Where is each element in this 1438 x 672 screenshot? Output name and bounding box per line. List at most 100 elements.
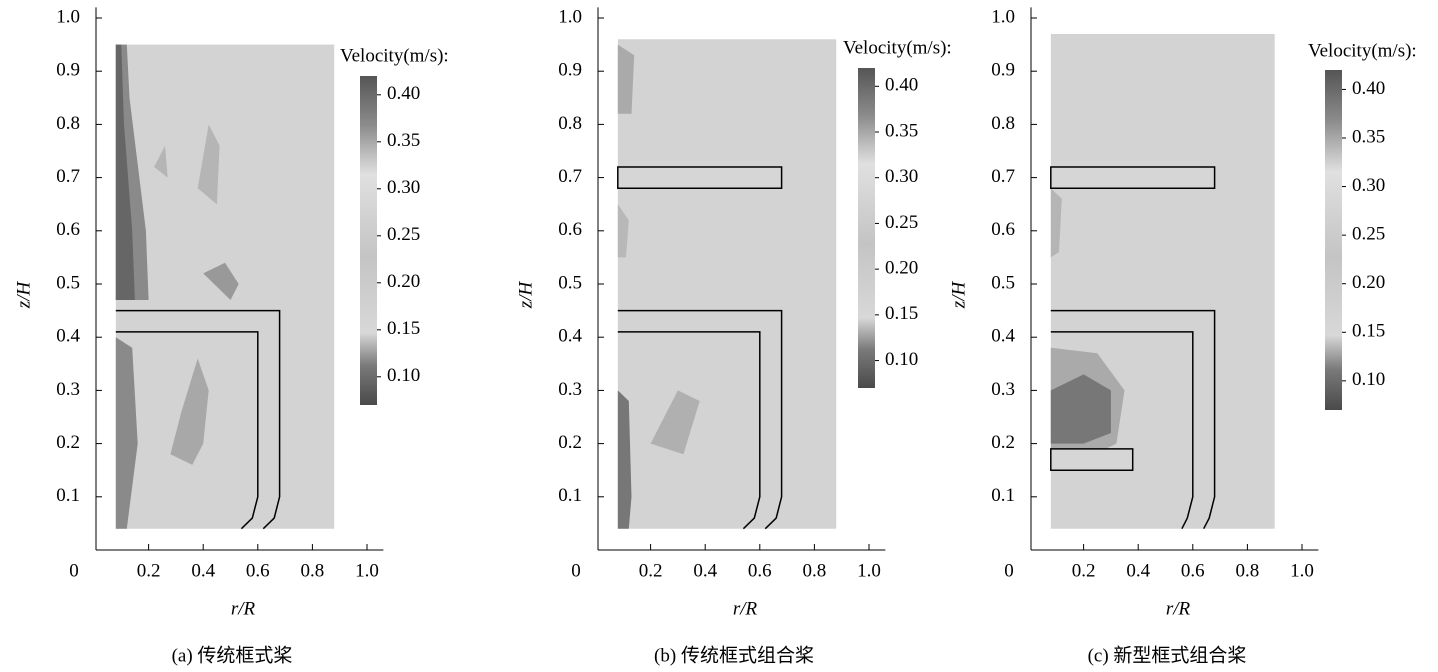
x-tick-label: 0.8 [1236, 560, 1260, 581]
y-tick-label: 1.0 [558, 6, 582, 27]
velocity-region [115, 44, 135, 300]
velocity-region [115, 337, 138, 529]
y-tick-label: 0.4 [991, 326, 1015, 347]
colorbar-tick-label: 0.25 [885, 212, 918, 233]
colorbar-title: Velocity(m/s): [843, 37, 952, 58]
colorbar-tick-label: 0.30 [1352, 175, 1385, 196]
colorbar-tick-label: 0.40 [885, 75, 918, 96]
impeller-outline [1050, 331, 1194, 530]
y-tick-label: 0.2 [558, 432, 582, 453]
impeller-outline [1050, 309, 1216, 530]
x-tick-label: 0.2 [1072, 560, 1096, 581]
velocity-region [170, 358, 209, 465]
velocity-region [650, 390, 700, 455]
x-tick-label: 0.4 [1126, 560, 1150, 581]
y-tick-label: 0.4 [56, 326, 80, 347]
y-tick-label: 0.7 [991, 166, 1015, 187]
y-tick-label: 0.8 [56, 113, 80, 134]
colorbar-title: Velocity(m/s): [340, 45, 449, 66]
impeller-outline [617, 309, 783, 530]
y-tick-label: 0.5 [991, 272, 1015, 293]
colorbar [1325, 70, 1342, 410]
y-tick-label: 0.1 [991, 485, 1015, 506]
y-tick-label: 0.9 [558, 60, 582, 81]
y-tick-label: 0.1 [56, 485, 80, 506]
x-axis-label: r/R [733, 598, 758, 619]
x-tick-label: 0.6 [748, 560, 772, 581]
y-tick-label: 0.8 [558, 113, 582, 134]
y-tick-label: 0.9 [991, 60, 1015, 81]
x-tick-label: 0.2 [137, 560, 161, 581]
y-tick-label: 0.4 [558, 326, 582, 347]
colorbar-tick-label: 0.30 [885, 166, 918, 187]
y-tick-label: 0.7 [558, 166, 582, 187]
colorbar [858, 68, 875, 388]
y-axis-label: z/H [948, 281, 969, 310]
x-tick-label: 0.8 [301, 560, 325, 581]
colorbar-tick-label: 0.20 [1352, 272, 1385, 293]
y-axis-label: z/H [13, 281, 34, 310]
caption: (c) 新型框式组合桨 [1088, 644, 1247, 666]
x-tick-label: 0.2 [639, 560, 663, 581]
y-tick-label: 0.1 [558, 485, 582, 506]
impeller-outline [617, 166, 783, 189]
x-tick-label: 0 [1004, 560, 1014, 581]
x-tick-label: 0.6 [1181, 560, 1205, 581]
x-tick-label: 0 [69, 560, 79, 581]
y-tick-label: 0.6 [56, 219, 80, 240]
impeller-outline [1050, 166, 1216, 189]
impeller-outline [1050, 448, 1134, 471]
y-tick-label: 0.2 [56, 432, 80, 453]
y-tick-label: 0.9 [56, 60, 80, 81]
y-tick-label: 0.6 [558, 219, 582, 240]
y-tick-label: 0.3 [991, 379, 1015, 400]
colorbar-tick-label: 0.25 [387, 224, 420, 245]
x-tick-label: 1.0 [355, 560, 379, 581]
colorbar-tick-label: 0.20 [885, 258, 918, 279]
y-axis-label: z/H [515, 281, 536, 310]
velocity-region [617, 44, 635, 114]
y-tick-label: 0.5 [558, 272, 582, 293]
colorbar-tick-label: 0.15 [387, 318, 420, 339]
velocity-region [617, 204, 629, 258]
impeller-outline [115, 309, 281, 530]
colorbar-tick-label: 0.40 [1352, 78, 1385, 99]
colorbar-title: Velocity(m/s): [1308, 40, 1417, 61]
colorbar-tick-label: 0.15 [1352, 321, 1385, 342]
colorbar-tick-label: 0.20 [387, 271, 420, 292]
velocity-region [1050, 374, 1111, 444]
y-tick-label: 0.2 [991, 432, 1015, 453]
y-tick-label: 0.8 [991, 113, 1015, 134]
caption: (b) 传统框式组合桨 [654, 644, 814, 666]
y-tick-label: 1.0 [56, 6, 80, 27]
x-tick-label: 1.0 [857, 560, 881, 581]
colorbar-tick-label: 0.40 [387, 83, 420, 104]
velocity-region [203, 262, 239, 300]
velocity-region [197, 124, 220, 205]
caption: (a) 传统框式桨 [172, 644, 293, 666]
x-tick-label: 0.6 [246, 560, 270, 581]
colorbar [360, 76, 377, 405]
velocity-region [617, 390, 632, 529]
x-axis-label: r/R [231, 598, 256, 619]
colorbar-tick-label: 0.25 [1352, 224, 1385, 245]
colorbar-tick-label: 0.10 [387, 365, 420, 386]
y-tick-label: 1.0 [991, 6, 1015, 27]
y-tick-label: 0.6 [991, 219, 1015, 240]
colorbar-tick-label: 0.30 [387, 177, 420, 198]
y-tick-label: 0.5 [56, 272, 80, 293]
velocity-field [617, 39, 837, 529]
x-tick-label: 0.4 [191, 560, 215, 581]
y-tick-label: 0.3 [56, 379, 80, 400]
impeller-outline [617, 331, 761, 530]
x-axis-label: r/R [1166, 598, 1191, 619]
x-tick-label: 0 [571, 560, 581, 581]
y-tick-label: 0.7 [56, 166, 80, 187]
velocity-region [1050, 188, 1062, 258]
y-tick-label: 0.3 [558, 379, 582, 400]
x-tick-label: 0.8 [803, 560, 827, 581]
colorbar-tick-label: 0.10 [885, 349, 918, 370]
x-tick-label: 0.4 [693, 560, 717, 581]
impeller-outline [115, 331, 259, 530]
